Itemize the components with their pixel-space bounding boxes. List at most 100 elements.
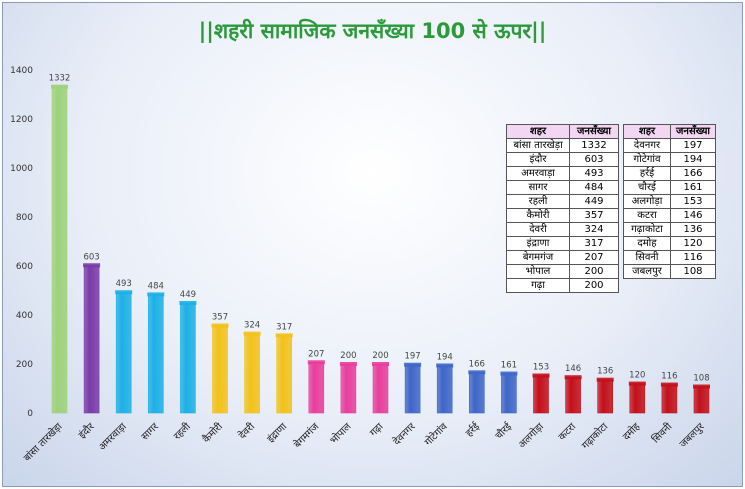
x-tick-label: गढ़ा	[368, 421, 386, 439]
data-label: 484	[148, 281, 164, 291]
y-axis: 0 200 400 600 800 1000 1200 1400	[10, 66, 33, 419]
bar-cap	[404, 362, 422, 367]
bar	[533, 375, 549, 414]
population-cell: 484	[569, 180, 619, 195]
bar-cap	[147, 292, 165, 297]
data-label: 161	[501, 361, 517, 371]
x-tick-label: गोटेगांव	[422, 420, 450, 448]
x-tick-label: दमोह	[620, 420, 643, 443]
data-label: 146	[565, 364, 581, 374]
city-cell: चौरई	[623, 180, 671, 195]
table-row: गढ़ा 200	[506, 278, 619, 293]
bar	[565, 376, 581, 414]
city-cell: अमरवाड़ा	[506, 166, 570, 181]
city-cell: हर्रई	[623, 166, 671, 181]
y-tick-label: 1400	[10, 66, 33, 76]
x-tick-label: बेगमगंज	[291, 420, 321, 450]
bar-cap	[339, 362, 357, 366]
bar	[244, 333, 260, 414]
population-cell: 200	[569, 278, 619, 293]
city-cell: बेगमगंज	[506, 250, 570, 265]
bar	[468, 372, 485, 414]
bar	[597, 379, 614, 414]
x-tick-label: बांसा तारखेड़ा	[21, 420, 65, 464]
data-label: 108	[693, 374, 709, 384]
chart-title: ||शहरी सामाजिक जनसँख्या 100 से ऊपर||	[198, 19, 547, 43]
data-label: 153	[533, 363, 549, 373]
city-cell: कैमोरी	[506, 208, 570, 223]
table-row: जबलपुर 108	[623, 264, 716, 279]
city-cell: इंद्राणा	[506, 236, 570, 251]
city-cell: जबलपुर	[623, 264, 671, 279]
y-tick-label: 1000	[10, 164, 33, 174]
city-cell: अलगोड़ा	[623, 194, 671, 209]
data-label: 317	[276, 322, 292, 332]
data-label: 324	[244, 321, 260, 331]
bar-cap	[564, 375, 582, 380]
city-cell: बांसा तारखेड़ा	[506, 138, 570, 153]
table-row: इंद्राणा 317	[506, 236, 619, 251]
population-cell: 146	[670, 208, 716, 223]
x-tick-label: अमरवाड़ा	[97, 421, 129, 453]
city-cell: दमोह	[623, 236, 671, 251]
bar-cap	[51, 84, 68, 89]
x-tick-label: अलगोड़ा	[516, 420, 546, 450]
y-tick-label: 200	[16, 360, 33, 370]
table-header-population: जनसँख्या	[670, 124, 716, 139]
data-label: 449	[180, 290, 196, 300]
x-tick-label: इंद्राणा	[265, 420, 290, 445]
population-cell: 108	[670, 264, 716, 279]
y-tick-label: 0	[27, 409, 33, 419]
city-cell: भोपाल	[506, 264, 570, 279]
table-header-city: शहर	[506, 124, 570, 139]
x-tick-label: रहली	[171, 420, 193, 442]
bar-cap	[243, 331, 261, 336]
table-row: गढ़ाकोटा 136	[623, 222, 716, 237]
bar	[180, 302, 196, 414]
data-label: 120	[629, 371, 645, 381]
table-row: देवरी 324	[506, 222, 619, 237]
city-cell: इंदौर	[506, 152, 570, 167]
table-header-population: जनसँख्या	[569, 124, 619, 139]
x-tick-label: जबलपुर	[678, 421, 707, 450]
population-cell: 136	[670, 222, 716, 237]
city-cell: गोटेगांव	[623, 152, 671, 167]
x-tick-label: भोपाल	[328, 420, 354, 446]
bar	[372, 363, 389, 414]
data-label: 603	[83, 252, 99, 262]
population-cell: 357	[569, 208, 619, 223]
table-row: दमोह 120	[623, 236, 716, 251]
bar-cap	[275, 333, 293, 338]
bar	[340, 363, 357, 414]
city-cell: गढ़ाकोटा	[623, 222, 671, 237]
bar	[436, 365, 453, 414]
x-tick-label: कटरा	[557, 421, 579, 443]
bar-cap	[372, 362, 389, 366]
x-tick-label: इंदौर	[76, 420, 97, 441]
data-label: 194	[437, 352, 453, 362]
x-axis: बांसा तारखेड़ा इंदौर अमरवाड़ा सागर रहली कैमोर…	[21, 420, 707, 464]
x-tick-label: कैमोरी	[200, 420, 225, 445]
bar-cap	[436, 363, 454, 368]
bar-cap	[179, 300, 197, 305]
x-tick-label: हर्रई	[463, 420, 482, 439]
y-tick-label: 400	[16, 311, 33, 321]
x-tick-label: देवरी	[236, 420, 257, 441]
data-table-right: शहर जनसँख्या देवनगर 197 गोटेगांव 194 हर्रई 16…	[623, 124, 716, 279]
population-cell: 120	[670, 236, 716, 251]
bar-cap	[307, 360, 325, 365]
data-label: 197	[404, 352, 420, 362]
x-tick-label: देवनगर	[391, 420, 419, 448]
y-tick-label: 800	[16, 213, 33, 223]
population-cell: 1332	[569, 138, 619, 153]
population-cell: 317	[569, 236, 619, 251]
table-row: कैमोरी 357	[506, 208, 619, 223]
city-cell: सागर	[506, 180, 570, 195]
bar	[693, 386, 710, 414]
table-row: चौरई 161	[623, 180, 716, 195]
bar	[115, 291, 132, 414]
bar-cap	[500, 371, 518, 376]
city-cell: रहली	[506, 194, 570, 209]
